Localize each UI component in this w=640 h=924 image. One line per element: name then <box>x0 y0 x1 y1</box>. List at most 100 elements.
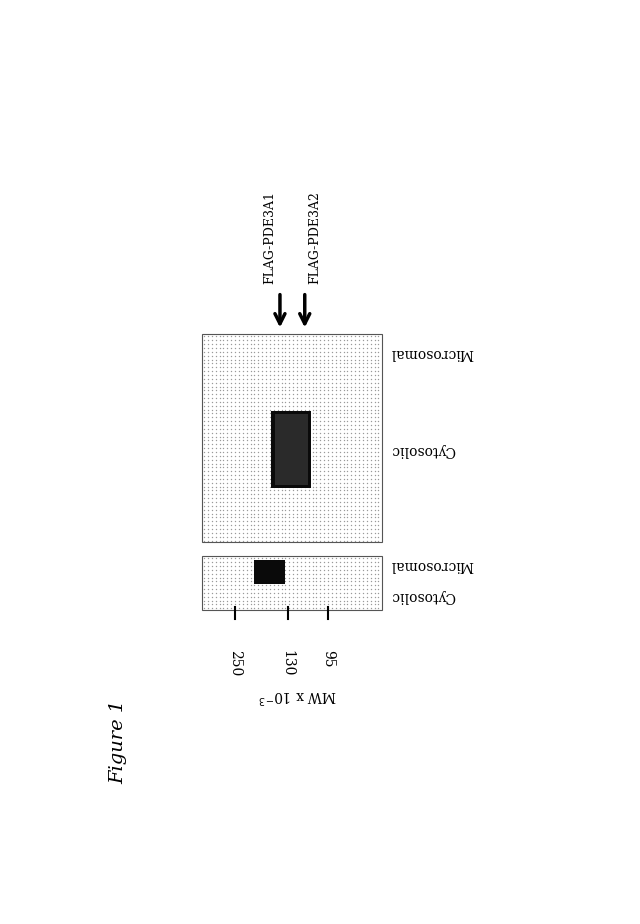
Point <box>323 514 333 529</box>
Point <box>261 468 271 482</box>
Point <box>249 529 259 544</box>
Point <box>218 491 228 505</box>
Point <box>288 348 298 363</box>
Point <box>358 383 368 397</box>
Point <box>331 407 341 421</box>
Point <box>292 402 302 417</box>
Point <box>292 491 302 505</box>
Point <box>257 491 268 505</box>
Point <box>342 558 353 573</box>
Point <box>203 578 213 592</box>
Point <box>365 503 376 517</box>
Point <box>350 578 360 592</box>
Point <box>245 601 255 615</box>
Point <box>276 421 287 436</box>
Point <box>207 453 217 468</box>
Point <box>269 499 279 514</box>
Point <box>296 352 306 367</box>
Point <box>230 464 240 479</box>
Point <box>335 566 345 581</box>
Point <box>327 391 337 406</box>
Point <box>253 398 264 413</box>
Point <box>339 494 349 509</box>
Point <box>280 359 291 375</box>
Point <box>253 460 264 475</box>
Point <box>280 375 291 390</box>
Point <box>311 480 321 494</box>
Point <box>284 375 294 390</box>
Point <box>265 491 275 505</box>
Point <box>307 371 317 386</box>
Point <box>276 433 287 448</box>
Point <box>288 395 298 409</box>
Point <box>245 352 255 367</box>
Point <box>369 510 380 525</box>
Point <box>354 383 364 397</box>
Point <box>237 368 248 383</box>
Point <box>354 444 364 459</box>
Point <box>214 475 225 490</box>
Point <box>207 379 217 394</box>
Point <box>249 337 259 352</box>
Point <box>300 375 310 390</box>
Point <box>265 526 275 541</box>
Point <box>207 407 217 421</box>
Point <box>214 414 225 429</box>
Point <box>331 464 341 479</box>
Point <box>362 448 372 463</box>
Point <box>261 570 271 585</box>
Point <box>265 383 275 397</box>
Point <box>315 494 325 509</box>
Point <box>249 333 259 347</box>
Point <box>311 368 321 383</box>
Point <box>241 499 252 514</box>
Point <box>273 375 283 390</box>
Point <box>319 371 329 386</box>
Point <box>350 387 360 402</box>
Point <box>241 410 252 425</box>
Point <box>292 480 302 494</box>
Point <box>245 483 255 498</box>
Point <box>342 590 353 604</box>
Point <box>218 551 228 565</box>
Point <box>331 551 341 565</box>
Point <box>237 590 248 604</box>
Point <box>365 460 376 475</box>
Point <box>339 352 349 367</box>
Point <box>303 395 314 409</box>
Point <box>218 337 228 352</box>
Point <box>311 414 321 429</box>
Point <box>253 410 264 425</box>
Point <box>214 433 225 448</box>
Point <box>319 337 329 352</box>
Point <box>358 533 368 548</box>
Point <box>207 506 217 521</box>
Point <box>284 590 294 604</box>
Point <box>265 437 275 452</box>
Point <box>257 593 268 608</box>
Point <box>245 471 255 486</box>
Point <box>369 480 380 494</box>
Point <box>342 521 353 536</box>
Point <box>280 364 291 379</box>
Point <box>303 402 314 417</box>
Point <box>358 471 368 486</box>
Point <box>300 379 310 394</box>
Point <box>311 487 321 502</box>
Point <box>203 529 213 544</box>
Point <box>365 593 376 608</box>
Point <box>331 468 341 482</box>
Point <box>261 402 271 417</box>
Point <box>358 356 368 371</box>
Point <box>365 333 376 347</box>
Point <box>311 337 321 352</box>
Point <box>342 337 353 352</box>
Point <box>339 593 349 608</box>
Point <box>222 533 232 548</box>
Point <box>261 517 271 532</box>
Point <box>241 475 252 490</box>
Point <box>288 554 298 569</box>
Point <box>257 601 268 615</box>
Point <box>218 395 228 409</box>
Point <box>265 341 275 356</box>
